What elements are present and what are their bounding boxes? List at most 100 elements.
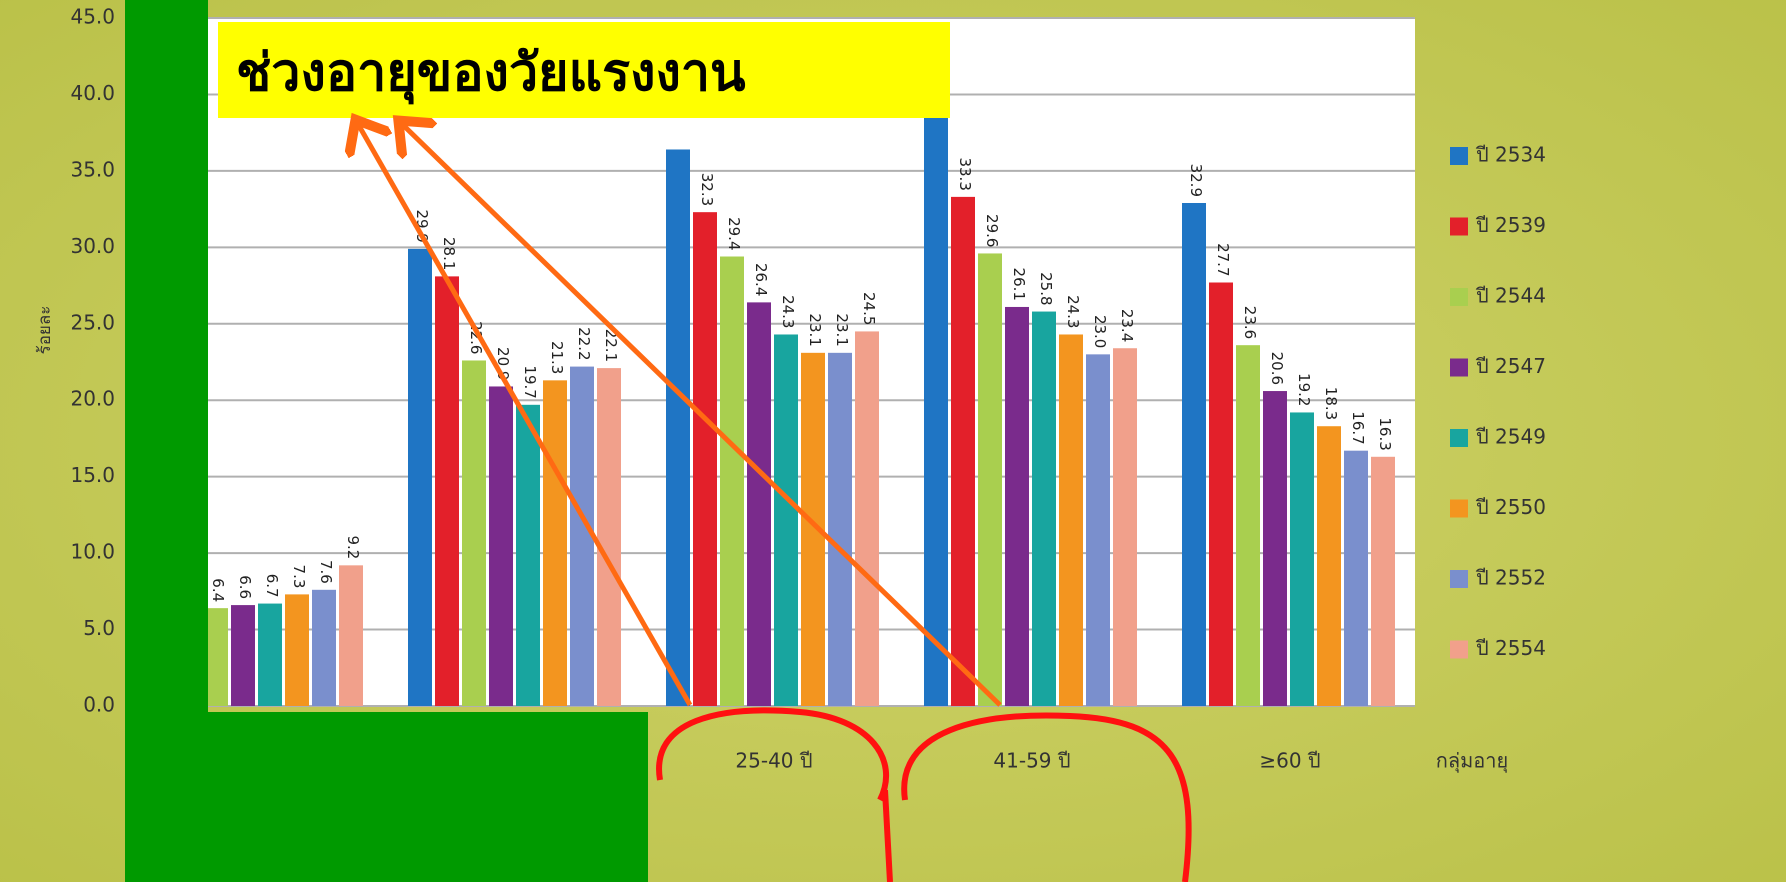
- bar: [339, 565, 363, 706]
- annotation-box: [218, 22, 950, 118]
- bar: [597, 368, 621, 706]
- legend-swatch: [1450, 288, 1468, 306]
- bar: [1236, 345, 1260, 706]
- circle: [656, 707, 893, 882]
- y-tick-label: 35.0: [70, 157, 115, 181]
- legend-label: ปี 2552: [1476, 566, 1546, 590]
- bar: [828, 352, 852, 706]
- y-tick-label: 45.0: [70, 5, 115, 29]
- bar: [747, 302, 771, 706]
- annotation: ช่วงอายุของวัยแรงงาน: [236, 43, 746, 105]
- legend-swatch: [1450, 429, 1468, 447]
- data-label: 23.4: [1118, 309, 1136, 342]
- data-label: 24.3: [1064, 295, 1082, 328]
- data-label: 22.6: [467, 321, 485, 354]
- data-label: 26.1: [1010, 268, 1028, 301]
- legend-swatch: [1450, 570, 1468, 588]
- x-axis-label: กลุ่มอายุ: [1436, 749, 1509, 774]
- x-tick-label: 41-59 ปี: [993, 749, 1070, 773]
- bar: [408, 248, 432, 706]
- y-tick-label: 25.0: [70, 310, 115, 334]
- legend-swatch: [1450, 640, 1468, 659]
- legend-label: ปี 2547: [1476, 354, 1546, 378]
- data-label: 9.2: [344, 535, 362, 559]
- bar: [1290, 412, 1314, 706]
- legend-swatch: [1450, 147, 1468, 165]
- legend-label: ปี 2544: [1476, 284, 1546, 308]
- arrow: [402, 124, 1002, 707]
- bar: [720, 256, 744, 706]
- green-block-bottom: [125, 712, 648, 882]
- data-label: 27.7: [1214, 243, 1232, 276]
- bar: [1059, 334, 1083, 706]
- bar: [1263, 391, 1287, 706]
- bar: [1005, 306, 1029, 706]
- data-label: 32.9: [1187, 164, 1205, 197]
- data-label: 16.3: [1376, 417, 1394, 450]
- data-label: 23.0: [1091, 315, 1109, 348]
- bar: [516, 404, 540, 706]
- y-tick-label: 30.0: [70, 234, 115, 258]
- legend-swatch: [1450, 358, 1468, 377]
- data-label: 22.2: [575, 327, 593, 360]
- bar: [855, 331, 879, 706]
- bar: [1113, 348, 1137, 706]
- bar: [1371, 456, 1395, 706]
- bar: [978, 253, 1002, 706]
- data-label: 32.3: [698, 173, 716, 206]
- data-label: 24.5: [860, 292, 878, 325]
- bar: [489, 386, 513, 706]
- data-label: 22.1: [602, 329, 620, 362]
- data-label: 29.9: [413, 209, 431, 242]
- data-label: 19.7: [521, 365, 539, 398]
- circle: [901, 712, 1192, 882]
- legend-label: ปี 2549: [1476, 425, 1546, 449]
- data-label: 19.2: [1295, 373, 1313, 406]
- data-label: 23.1: [833, 313, 851, 346]
- bar: [462, 360, 486, 706]
- legend-swatch: [1450, 217, 1468, 236]
- legend-label: ปี 2554: [1476, 636, 1546, 660]
- data-label: 25.8: [1037, 272, 1055, 305]
- bar: [951, 196, 975, 706]
- data-label: 21.3: [548, 341, 566, 374]
- y-axis-label: ร้อยละ: [35, 306, 55, 355]
- y-tick-label: 15.0: [70, 463, 115, 487]
- data-label: 6.6: [236, 575, 254, 599]
- y-tick-label: 5.0: [83, 616, 115, 640]
- bar: [924, 117, 948, 706]
- data-label: 24.3: [779, 295, 797, 328]
- data-label: 23.1: [806, 313, 824, 346]
- data-label: 6.7: [263, 574, 281, 598]
- y-tick-label: 40.0: [70, 81, 115, 105]
- bar: [258, 603, 282, 706]
- bar: [312, 589, 336, 706]
- legend-label: ปี 2534: [1476, 143, 1546, 167]
- bar: [285, 594, 309, 706]
- data-label: 20.6: [1268, 352, 1286, 385]
- data-label: 28.1: [440, 237, 458, 270]
- legend-label: ปี 2550: [1476, 495, 1546, 519]
- legend-label: ปี 2539: [1476, 213, 1546, 237]
- x-tick-label: ≥60 ปี: [1259, 749, 1320, 773]
- data-label: 18.3: [1322, 387, 1340, 420]
- bar: [693, 212, 717, 706]
- data-label: 23.6: [1241, 306, 1259, 339]
- data-label: 7.3: [290, 565, 308, 589]
- bar: [1086, 354, 1110, 706]
- bar: [774, 334, 798, 706]
- bar: [231, 605, 255, 706]
- bar: [666, 149, 690, 707]
- y-tick-label: 20.0: [70, 387, 115, 411]
- bar: [543, 380, 567, 706]
- bar: [1032, 311, 1056, 706]
- bar: [570, 366, 594, 706]
- bar: [1209, 282, 1233, 706]
- legend-swatch: [1450, 499, 1468, 518]
- data-label: 29.6: [983, 214, 1001, 247]
- bar: [1344, 450, 1368, 706]
- arrow: [358, 124, 693, 707]
- y-tick-label: 10.0: [70, 540, 115, 564]
- data-label: 7.6: [317, 560, 335, 584]
